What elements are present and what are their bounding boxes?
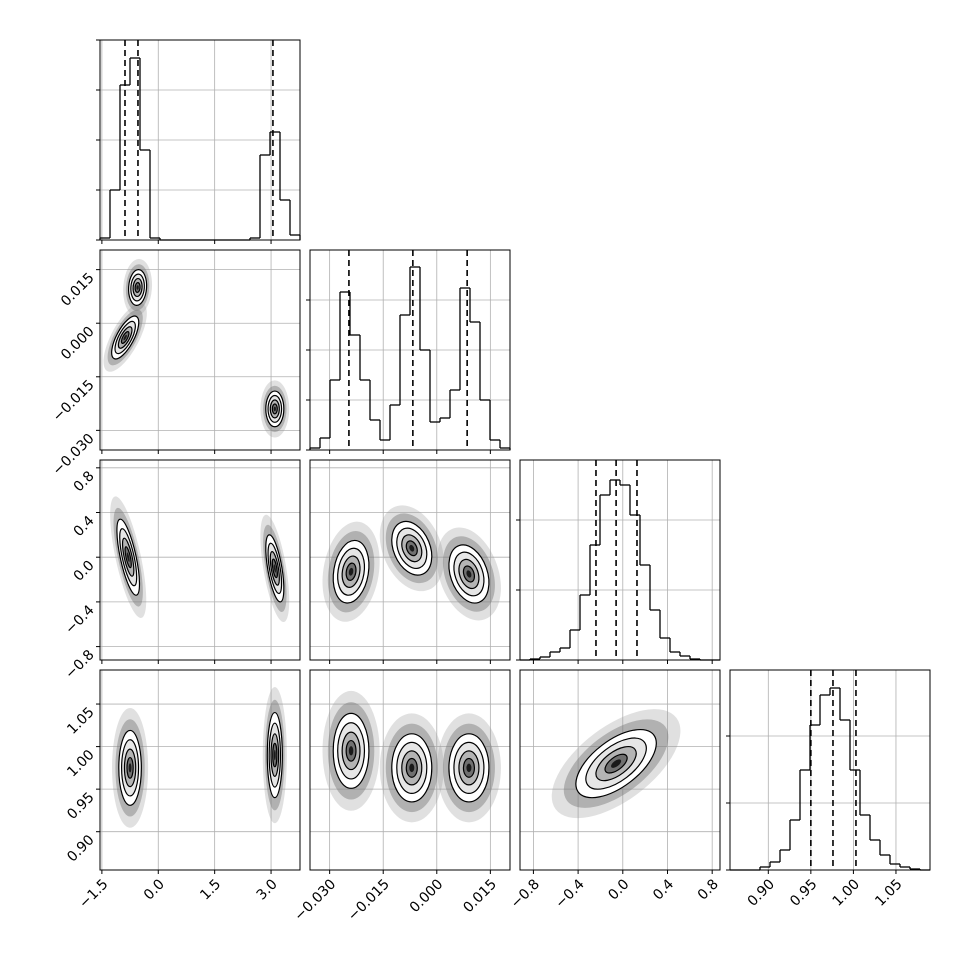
x-tick-label: 1.00 [830, 876, 863, 909]
y-tick-label: −0.8 [62, 647, 97, 682]
panel-frame [729, 669, 931, 871]
panel-frame [519, 459, 721, 661]
density-contour [611, 759, 622, 768]
density-contour [128, 763, 132, 773]
density-contour [123, 334, 127, 341]
y-tick-label: 0.4 [71, 513, 98, 540]
y-tick-label: −0.030 [50, 431, 98, 479]
x-tick-label: 0.4 [650, 876, 677, 903]
y-tick-label: 0.015 [58, 270, 98, 310]
y-tick-label: 0.000 [58, 324, 98, 364]
y-tick-label: 1.00 [64, 747, 97, 780]
density-contour [409, 544, 415, 552]
panel-frame [99, 669, 301, 871]
x-tick-label: −0.015 [345, 876, 393, 924]
density [103, 258, 290, 438]
y-tick-label: −0.4 [62, 602, 97, 637]
density-contour [466, 570, 472, 578]
density-contour [273, 749, 276, 761]
x-tick-label: −0.4 [552, 876, 587, 911]
density [112, 687, 287, 828]
panel-frame [309, 459, 511, 661]
x-tick-label: 0.95 [787, 876, 820, 909]
density-contour [348, 567, 354, 576]
y-tick-label: 0.8 [71, 468, 98, 495]
x-tick-label: 1.5 [197, 876, 224, 903]
x-tick-label: 0.015 [460, 876, 500, 916]
panel-frame [309, 669, 511, 871]
x-tick-label: 0.0 [141, 876, 168, 903]
density-contour [409, 763, 415, 773]
panel-frame [99, 39, 301, 241]
x-tick-label: 3.0 [254, 876, 281, 903]
x-tick-label: −0.8 [508, 876, 543, 911]
density [322, 505, 501, 622]
x-tick-label: 1.05 [872, 876, 905, 909]
panel-frame [309, 249, 511, 451]
density-contour [273, 406, 276, 412]
y-tick-label: 1.05 [64, 704, 97, 737]
x-tick-label: 0.000 [407, 876, 447, 916]
density-contour [348, 746, 354, 756]
x-tick-label: 0.8 [695, 876, 722, 903]
density [551, 709, 681, 819]
density [322, 690, 501, 823]
panel-frame [99, 459, 301, 661]
y-tick-label: 0.95 [64, 789, 97, 822]
density [110, 496, 290, 623]
density-contour [136, 285, 139, 290]
density-contour [273, 564, 276, 573]
density-contour [466, 763, 472, 773]
y-tick-label: 0.90 [64, 832, 97, 865]
density-contour [126, 552, 130, 562]
panel-frame [99, 249, 301, 451]
x-tick-label: −0.030 [291, 876, 339, 924]
panel-frame [519, 669, 721, 871]
x-tick-label: −1.5 [76, 876, 111, 911]
y-tick-label: −0.015 [50, 377, 98, 425]
x-tick-label: 0.90 [745, 876, 778, 909]
y-tick-label: 0.0 [71, 558, 98, 585]
x-tick-label: 0.0 [605, 876, 632, 903]
